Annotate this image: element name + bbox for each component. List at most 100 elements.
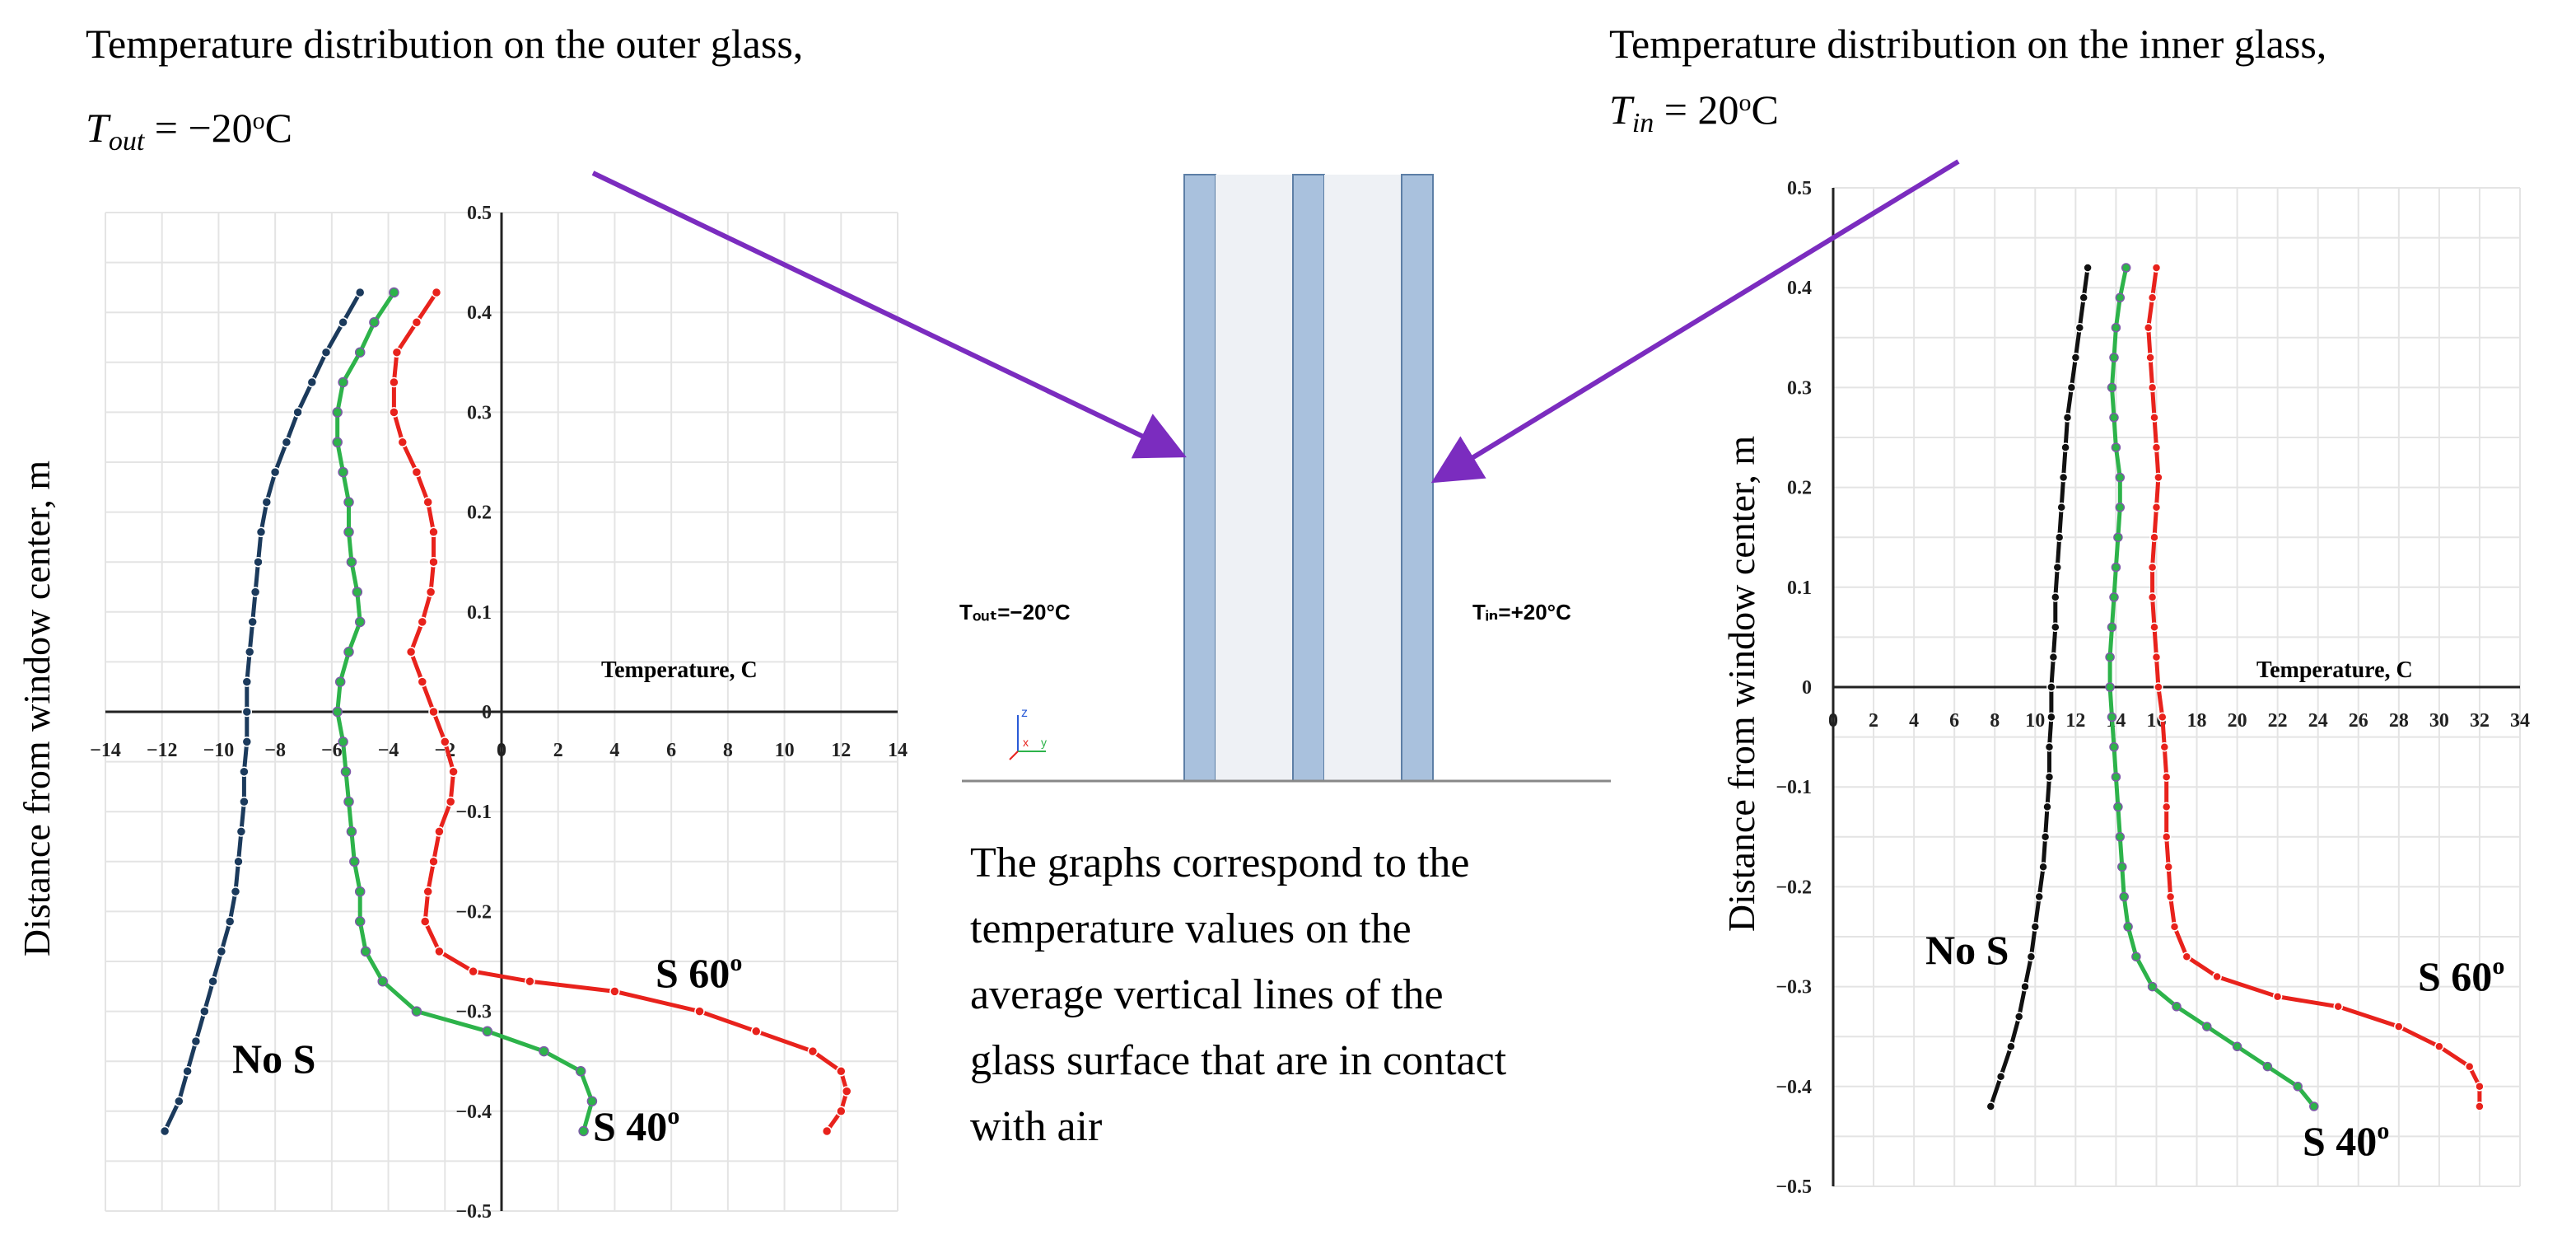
series-line-3: [2146, 267, 2482, 1106]
data-point: [2109, 592, 2119, 602]
data-point: [2394, 1022, 2404, 1031]
data-point: [2147, 592, 2158, 602]
data-point: [428, 526, 439, 538]
y-tick-label: −0.2: [1776, 877, 1812, 898]
data-point: [422, 886, 433, 897]
data-point: [445, 796, 456, 807]
data-point: [2147, 382, 2158, 393]
data-point: [2464, 1061, 2475, 1072]
x-tick-label: 4: [609, 740, 619, 761]
y-tick-label: 0.1: [467, 602, 492, 624]
y-tick-label: −0.3: [1776, 977, 1812, 998]
data-point: [343, 647, 354, 657]
data-point: [2293, 1082, 2303, 1092]
window-diagram: Tₒᵤₜ=−20°C Tᵢₙ=+20°C z x y: [591, 159, 1960, 783]
data-point: [2131, 952, 2141, 961]
x-tick-label: 22: [2268, 710, 2288, 732]
data-point: [360, 946, 371, 957]
data-point: [2151, 263, 2162, 273]
data-point: [2107, 712, 2117, 723]
data-point: [2046, 712, 2056, 723]
data-point: [417, 676, 428, 687]
data-point: [2161, 772, 2172, 782]
data-point: [2143, 322, 2154, 333]
x-tick-label: −8: [264, 740, 286, 761]
data-point: [2048, 652, 2059, 662]
x-tick-label: 6: [666, 740, 676, 761]
data-point: [836, 1066, 847, 1077]
data-point: [2202, 1022, 2212, 1031]
right-header-line1: Temperature distribution on the inner gl…: [1609, 21, 2326, 67]
data-point: [2044, 772, 2055, 782]
annotation-s60: S 60o: [2418, 952, 2504, 999]
left-header-degree: o: [253, 107, 265, 134]
data-point: [2147, 981, 2158, 992]
y-tick-label: −0.4: [1776, 1077, 1812, 1098]
data-point: [2147, 292, 2158, 303]
caption-line-2: temperature values on the: [970, 905, 1412, 952]
data-point: [241, 676, 253, 687]
data-point: [2026, 952, 2037, 961]
data-point: [199, 1006, 210, 1017]
axis-z-label: z: [1021, 706, 1028, 720]
data-point: [2113, 532, 2123, 542]
data-point: [354, 916, 366, 927]
inner-temp-label: Tᵢₙ=+20°C: [1472, 600, 1571, 624]
data-point: [239, 796, 250, 807]
data-point: [694, 1006, 705, 1017]
data-point: [2109, 741, 2119, 752]
data-point: [468, 966, 478, 977]
data-point: [434, 946, 445, 957]
data-point: [241, 737, 253, 747]
data-point: [428, 556, 439, 568]
y-tick-label: 0: [482, 702, 492, 723]
data-point: [332, 437, 343, 448]
caption-line-1: The graphs correspond to the: [970, 839, 1469, 886]
y-tick-label: −0.3: [455, 1002, 492, 1023]
data-point: [2111, 772, 2121, 782]
x-tick-label: 6: [1949, 710, 1959, 732]
data-point: [2158, 712, 2168, 723]
data-point: [2147, 562, 2158, 573]
data-point: [255, 526, 267, 538]
data-point: [332, 706, 343, 718]
x-tick-label: 34: [2510, 710, 2530, 732]
annotation-no-s: No S: [232, 1036, 315, 1082]
data-point: [2149, 413, 2159, 423]
data-point: [2232, 1041, 2242, 1052]
degree-superscript: o: [2377, 1117, 2389, 1144]
data-point: [2054, 532, 2065, 542]
data-point: [417, 616, 428, 628]
x-tick-label: −14: [90, 740, 121, 761]
data-point: [2115, 503, 2126, 512]
annotation-s40: S 40o: [593, 1102, 679, 1149]
data-point: [2058, 472, 2069, 483]
data-point: [1986, 1101, 1996, 1111]
data-point: [236, 826, 247, 837]
right-header-line2: Tin = 20oC: [1609, 87, 1779, 138]
data-point: [2074, 322, 2085, 333]
data-point: [306, 376, 318, 388]
data-point: [2051, 592, 2060, 602]
degree-superscript: o: [667, 1102, 679, 1129]
data-point: [208, 975, 218, 987]
data-point: [2062, 413, 2073, 423]
data-point: [836, 1106, 847, 1117]
data-point: [405, 647, 417, 657]
y-tick-label: 0.2: [467, 503, 492, 524]
data-point: [2123, 922, 2133, 932]
data-point: [338, 317, 348, 328]
data-point: [2154, 682, 2163, 692]
data-point: [230, 886, 241, 897]
data-point: [346, 556, 357, 568]
data-point: [2165, 891, 2176, 902]
y-axis-title: Distance from window center, m: [1720, 436, 1762, 933]
data-point: [2014, 1012, 2024, 1022]
data-point: [419, 916, 431, 927]
y-tick-label: 0.1: [1787, 578, 1812, 599]
data-point: [369, 317, 380, 328]
inner-glass-chart: 0 2 4 6 8 10 12 14 16 18 20 22 24 26 28 30 32 340.50.40.3…: [1720, 178, 2530, 1198]
data-point: [525, 975, 535, 987]
data-point: [422, 497, 433, 507]
right-header-unit: C: [1751, 87, 1778, 133]
